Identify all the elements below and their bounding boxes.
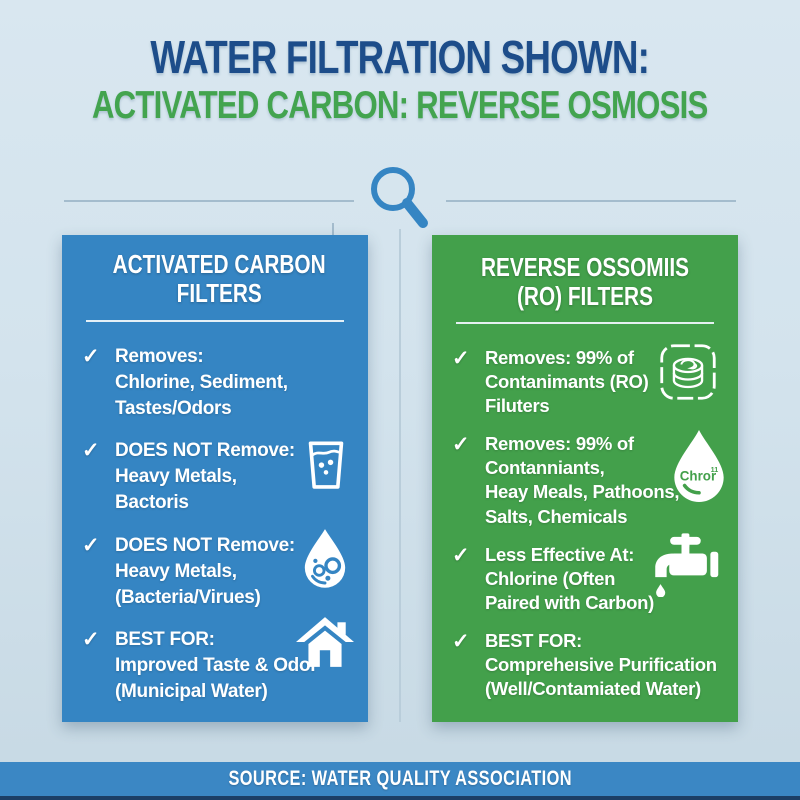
bullet-line: Paired with Carbon) <box>485 591 655 613</box>
bullet-line: Removes: 99% of <box>485 347 634 369</box>
bullet-line: DOES NOT Remove: <box>115 440 295 462</box>
bullet-line: (Bacteria/Virues) <box>115 586 261 608</box>
bullet-line: Improved Taste & Odor <box>115 655 318 677</box>
left-card-header: ACTIVATED CARBON FILTERS <box>62 235 368 309</box>
activated-carbon-card: ACTIVATED CARBON FILTERS ✓ Removes: Chlo… <box>62 235 368 722</box>
svg-text:11: 11 <box>711 466 719 475</box>
bullet-line: Bactoris <box>115 492 189 514</box>
bullet-line: BEST FOR: <box>485 629 582 651</box>
bullet-line: Heavy Metals, <box>115 560 237 582</box>
left-card-bullets: ✓ Removes: Chlorine, Sediment, Tastes/Od… <box>62 322 368 705</box>
left-card-title: ACTIVATED CARBON FILTERS <box>112 248 326 308</box>
water-glass-icon <box>308 441 344 490</box>
list-item: ✓ DOES NOT Remove: Heavy Metals, Bactori… <box>82 438 352 515</box>
list-item: ✓ Removes: 99% of Contanniants, Heay Mea… <box>452 430 724 528</box>
check-icon: ✓ <box>82 533 100 557</box>
bullet-line: (Municipal Water) <box>115 681 268 703</box>
right-card-header: REVERSE OSSOMIIS (RO) FILTERS <box>432 235 738 311</box>
bullet-line: Removes: <box>115 346 204 367</box>
bullet-line: Salts, Chemicals <box>485 505 628 527</box>
list-item: ✓ DOES NOT Remove: Heavy Metals, (Bacter… <box>82 529 352 610</box>
water-drop-bubbles-icon <box>304 529 346 588</box>
check-icon: ✓ <box>82 628 100 652</box>
ro-membrane-icon <box>660 344 716 400</box>
page-subtitle: ACTIVATED CARBON: REVERSE OSMOSIS <box>92 84 708 127</box>
page-title: WATER FILTRATION SHOWN: <box>150 31 651 83</box>
footer-bar: SOURCE: WATER QUALITY ASSOCIATION <box>0 762 800 796</box>
bullet-line: Contanniants, <box>485 457 605 479</box>
right-card-title: REVERSE OSSOMIIS (RO) FILTERS <box>480 252 690 312</box>
check-icon: ✓ <box>452 433 470 457</box>
decor-tick <box>332 223 334 236</box>
reverse-osmosis-card: REVERSE OSSOMIIS (RO) FILTERS ✓ Removes:… <box>432 235 738 722</box>
check-icon: ✓ <box>452 543 470 567</box>
bullet-line: Removes: 99% of <box>485 433 634 455</box>
house-icon <box>296 617 354 668</box>
bullet-line: Chlorine (Often <box>485 567 616 589</box>
left-card-divider <box>86 320 344 322</box>
center-divider-line <box>399 229 401 722</box>
bullet-line: Compreheısive Purification <box>485 653 717 675</box>
bullet-line: Contanimants (RO) <box>485 371 649 393</box>
check-icon: ✓ <box>452 347 470 371</box>
bullet-line: Less Effective At: <box>485 543 635 565</box>
magnifier-icon <box>371 167 428 228</box>
bullet-line: DOES NOT Remove: <box>115 534 295 556</box>
decor-line-left <box>64 200 354 202</box>
list-item: ✓ Removes: Chlorine, Sediment, Tastes/Od… <box>82 344 352 421</box>
right-card-bullets: ✓ Removes: 99% of Contanimants (RO) Filu… <box>432 324 738 701</box>
bullet-line: Filuters <box>485 395 550 417</box>
check-icon: ✓ <box>452 629 470 653</box>
check-icon: ✓ <box>82 439 100 463</box>
bullet-line: Tastes/Odors <box>115 397 232 419</box>
list-item: ✓ Removes: 99% of Contanimants (RO) Filu… <box>452 344 722 418</box>
footer-edge-line <box>0 796 800 800</box>
footer-source-text: SOURCE: WATER QUALITY ASSOCIATION <box>228 767 572 790</box>
bullet-line: Chlorine, Sediment, <box>115 371 288 393</box>
bullet-line: (Well/Contamiated Water) <box>485 677 701 699</box>
svg-text:Chror: Chror <box>680 469 716 484</box>
bullet-line: BEST FOR: <box>115 629 215 651</box>
list-item: ✓ BEST FOR: Compreheısive Purification (… <box>452 629 722 701</box>
list-item: ✓ Less Effective At: Chlorine (Often Pai… <box>452 532 722 615</box>
faucet-icon <box>655 532 719 597</box>
bullet-line: Heay Meals, Pathoons, <box>485 481 680 503</box>
right-card-divider <box>456 322 714 325</box>
check-icon: ✓ <box>82 345 100 368</box>
list-item: ✓ BEST FOR: Improved Taste & Odor (Munic… <box>82 617 354 704</box>
chlorine-drop-icon: Chror 11 <box>674 430 724 503</box>
decor-line-right <box>446 200 736 202</box>
bullet-line: Heavy Metals, <box>115 466 237 488</box>
